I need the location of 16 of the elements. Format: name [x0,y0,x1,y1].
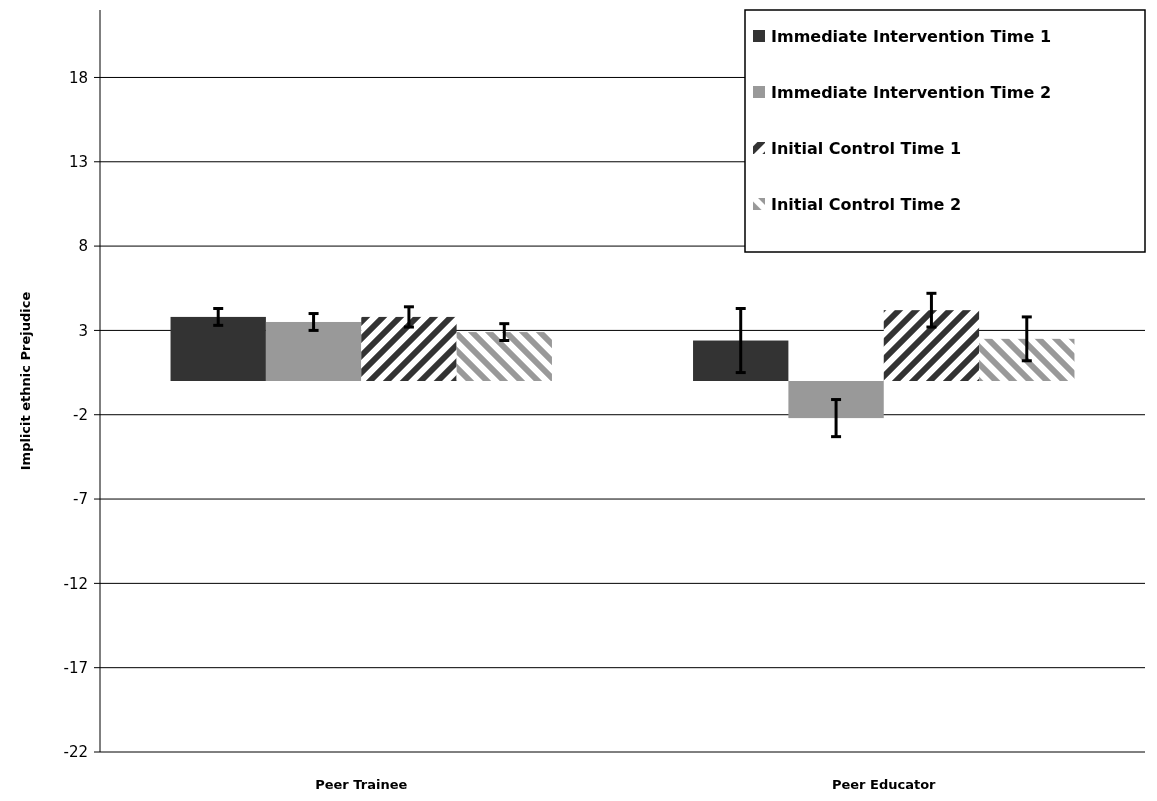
y-tick-label: -7 [73,490,88,509]
y-axis-title: Implicit ethnic Prejudice [18,291,33,471]
x-tick-label: Peer Educator [831,777,937,792]
legend-label: Immediate Intervention Time 2 [771,82,1052,102]
y-tick-label: 13 [68,153,88,172]
y-tick-label: 3 [78,321,88,340]
y-tick-label: 8 [78,237,88,256]
y-tick-label: -12 [63,574,88,593]
legend-label: Initial Control Time 1 [771,138,962,158]
legend-label: Immediate Intervention Time 1 [771,26,1052,46]
legend-label: Initial Control Time 2 [771,194,962,214]
y-tick-label: 18 [68,68,88,87]
x-tick-label: Peer Trainee [315,777,408,792]
y-tick-label: -17 [63,658,88,677]
y-tick-label: -22 [63,743,88,762]
y-tick-label: -2 [73,405,88,424]
